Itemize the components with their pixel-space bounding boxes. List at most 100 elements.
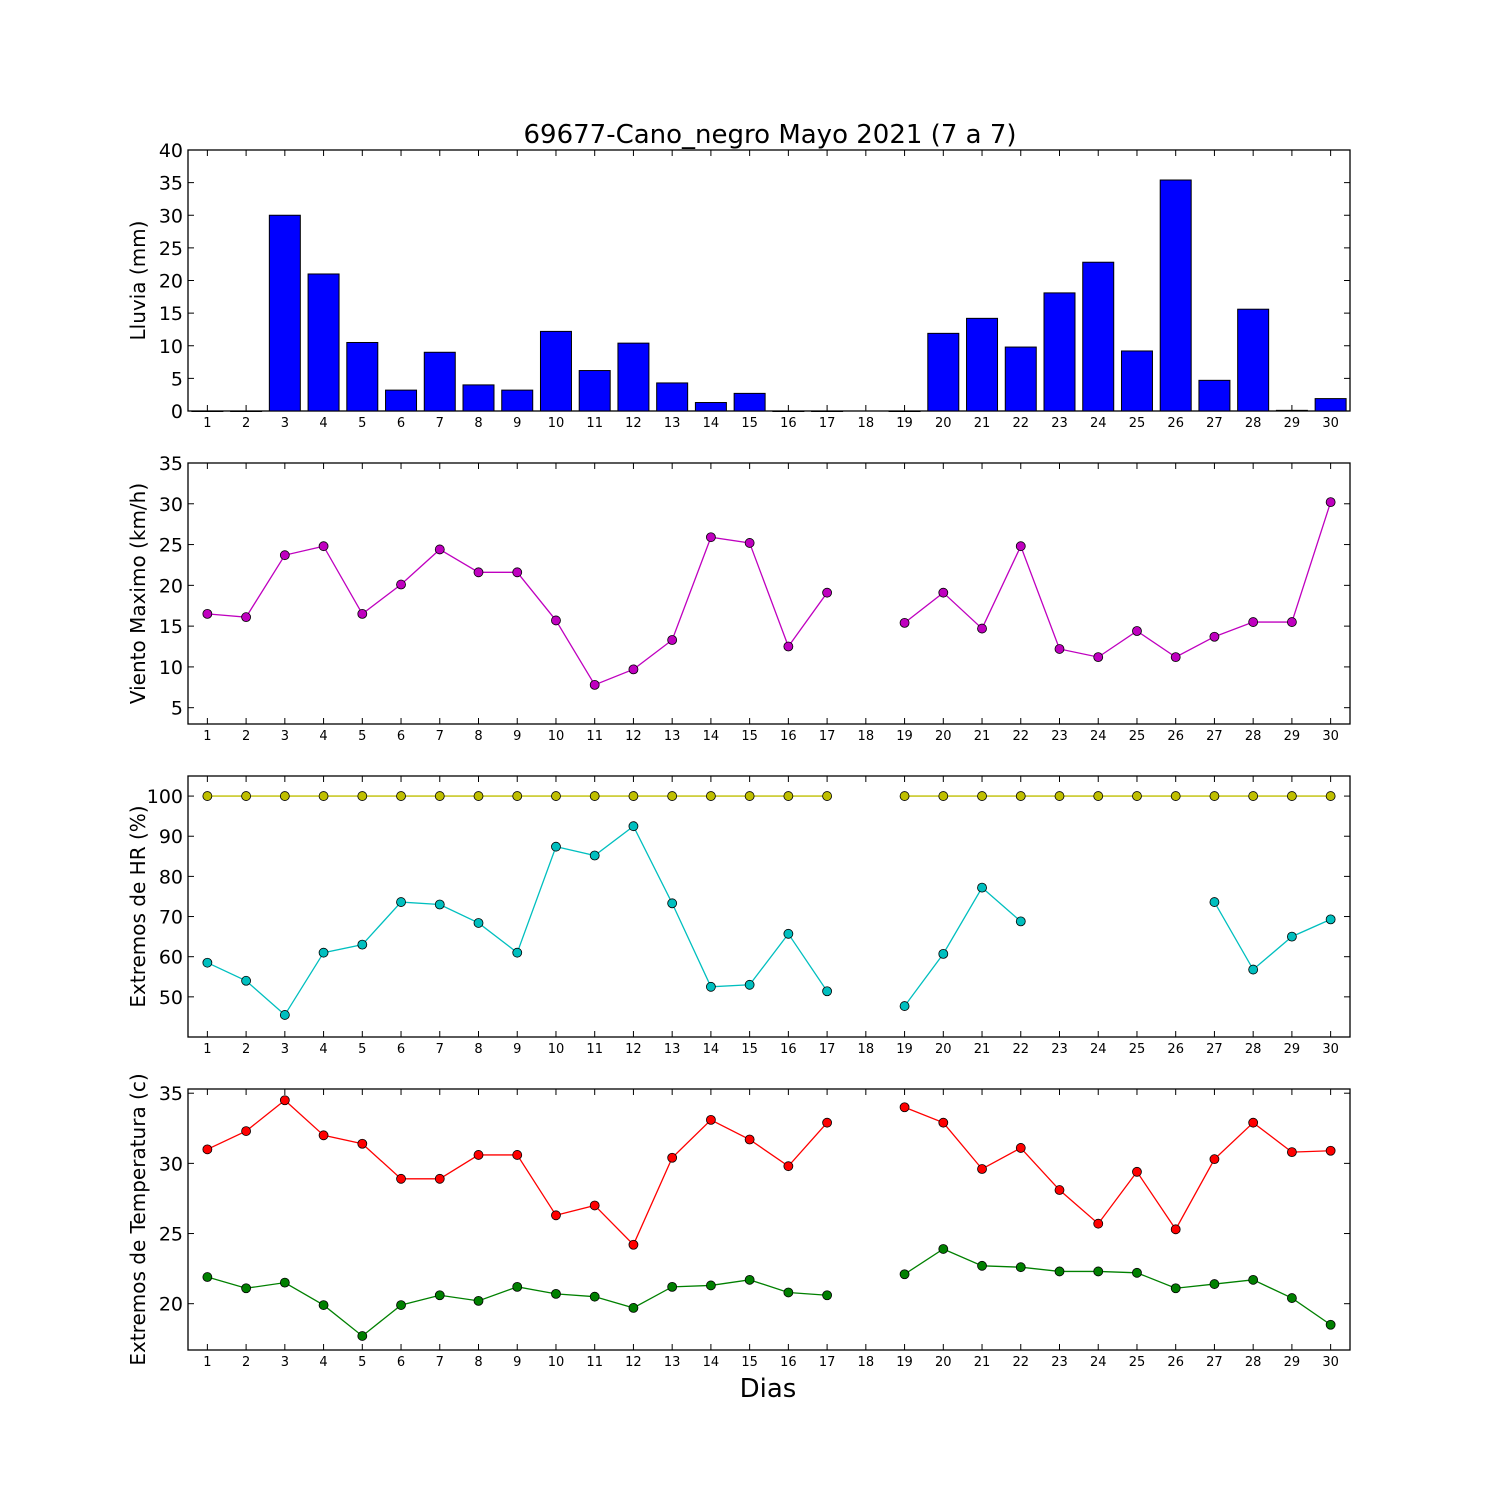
x-tick-label: 6 [397, 1355, 405, 1370]
y-axis-label: Extremos de Temperatura (c) [126, 1073, 150, 1365]
y-tick-label: 90 [159, 826, 183, 848]
data-point [1170, 1283, 1181, 1294]
data-point [1132, 1166, 1142, 1177]
data-point [279, 1010, 290, 1020]
data-point [667, 1281, 678, 1292]
bar [1043, 292, 1076, 412]
bar [694, 402, 727, 412]
data-point [706, 1280, 716, 1291]
data-point [977, 1164, 987, 1174]
x-tick-label: 18 [858, 729, 875, 744]
data-point [396, 579, 406, 590]
data-point [667, 898, 678, 909]
y-axis-label: Lluvia (mm) [126, 221, 150, 341]
x-tick-label: 8 [474, 1355, 482, 1370]
data-point [1054, 644, 1065, 654]
data-point [1325, 1319, 1336, 1330]
x-tick-label: 16 [780, 1042, 797, 1057]
data-point [899, 1001, 910, 1011]
data-point [202, 608, 213, 619]
x-tick-label: 27 [1206, 1042, 1223, 1057]
data-point [512, 567, 523, 578]
x-tick-label: 17 [819, 416, 836, 431]
data-point [434, 791, 445, 801]
data-point [1325, 791, 1336, 801]
data-point [473, 1295, 484, 1306]
x-axis-label: Dias [740, 1374, 797, 1404]
x-tick-label: 29 [1284, 1355, 1301, 1370]
x-tick-label: 4 [319, 1355, 327, 1370]
data-point [1248, 1274, 1259, 1285]
y-tick-label: 5 [171, 698, 183, 720]
x-tick-label: 5 [358, 729, 366, 744]
bar [307, 273, 340, 412]
y-tick-label: 30 [159, 1153, 183, 1175]
x-tick-label: 7 [436, 416, 444, 431]
data-point [279, 1095, 290, 1106]
x-tick-label: 14 [703, 416, 720, 431]
y-axis-label: Viento Maximo (km/h) [126, 483, 150, 704]
x-tick-label: 28 [1245, 729, 1262, 744]
x-tick-label: 19 [896, 729, 913, 744]
data-point [628, 791, 639, 801]
x-tick-label: 9 [513, 1042, 521, 1057]
x-tick-label: 30 [1322, 1355, 1339, 1370]
data-point [1054, 1185, 1065, 1195]
x-tick-label: 27 [1206, 1355, 1223, 1370]
bar [1275, 409, 1308, 412]
data-point [241, 975, 252, 986]
data-point [706, 1114, 716, 1125]
data-point [396, 791, 406, 801]
data-point [899, 791, 910, 801]
data-point [783, 1287, 794, 1298]
data-point [744, 538, 755, 548]
bar [462, 384, 495, 412]
x-tick-label: 13 [664, 1042, 681, 1057]
data-point [241, 1283, 252, 1294]
data-point [899, 1269, 910, 1280]
data-point [473, 791, 484, 801]
x-tick-label: 26 [1167, 416, 1184, 431]
x-tick-label: 1 [203, 1042, 211, 1057]
y-tick-label: 20 [159, 271, 183, 293]
series-line [207, 536, 828, 686]
x-tick-label: 10 [548, 729, 565, 744]
data-point [1093, 652, 1104, 663]
bar [1237, 308, 1270, 412]
x-tick-label: 1 [203, 1355, 211, 1370]
x-tick-label: 8 [474, 729, 482, 744]
x-tick-label: 9 [513, 416, 521, 431]
x-tick-label: 26 [1167, 1355, 1184, 1370]
x-tick-label: 26 [1167, 1042, 1184, 1057]
x-tick-label: 22 [1012, 416, 1029, 431]
data-point [279, 1277, 290, 1288]
x-tick-label: 13 [664, 1355, 681, 1370]
x-tick-label: 15 [741, 1042, 758, 1057]
data-point [1054, 1266, 1065, 1277]
bar [268, 214, 301, 412]
y-tick-label: 20 [159, 575, 183, 597]
data-point [1209, 1154, 1220, 1165]
x-tick-label: 15 [741, 729, 758, 744]
series-line [904, 886, 1022, 1007]
x-tick-label: 6 [397, 729, 405, 744]
x-tick-label: 21 [974, 729, 991, 744]
y-tick-label: 100 [147, 786, 183, 808]
data-point [241, 612, 252, 623]
x-tick-label: 11 [586, 1042, 603, 1057]
y-tick-label: 10 [159, 336, 183, 358]
y-tick-label: 35 [159, 453, 183, 475]
x-tick-label: 12 [625, 729, 642, 744]
x-tick-label: 28 [1245, 1042, 1262, 1057]
bar [578, 370, 611, 412]
bar [385, 389, 418, 412]
data-point [667, 791, 678, 801]
x-tick-label: 23 [1051, 416, 1068, 431]
data-point [1248, 1117, 1259, 1128]
x-tick-label: 20 [935, 1355, 952, 1370]
data-point [396, 1300, 406, 1310]
x-tick-label: 25 [1129, 416, 1146, 431]
x-tick-label: 11 [586, 1355, 603, 1370]
